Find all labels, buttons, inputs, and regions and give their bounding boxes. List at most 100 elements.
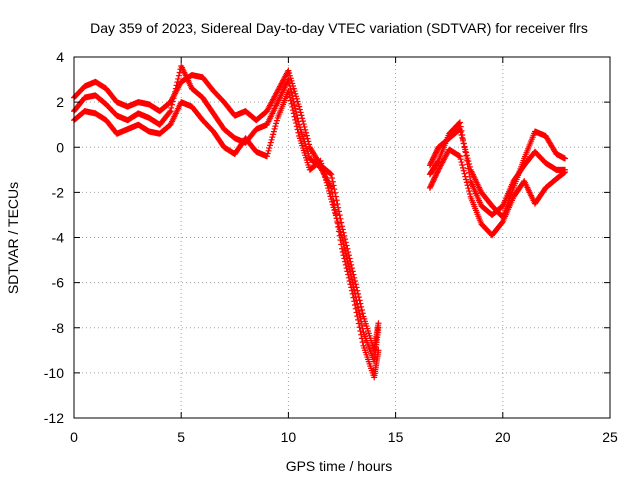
y-tick-label: -4 [52,230,65,246]
data-point [289,107,296,114]
data-point [285,76,292,83]
data-point [461,170,468,177]
data-point [272,123,279,130]
data-point [459,132,466,139]
data-point [460,140,467,147]
data-point [175,72,182,79]
data-point [359,310,366,317]
y-tick-label: -12 [44,410,64,426]
data-point [270,131,277,138]
x-tick-label: 20 [495,429,511,445]
y-tick-label: -8 [52,320,65,336]
data-point [323,179,330,186]
data-point [349,279,356,286]
data-point [266,145,273,152]
data-point [296,106,303,113]
data-point [466,188,473,195]
data-point [267,142,274,149]
data-point [334,200,341,207]
data-point [462,148,469,155]
data-point [297,109,304,116]
data-point [332,189,339,196]
data-point [168,104,175,111]
chart-title: Day 359 of 2023, Sidereal Day-to-day VTE… [90,20,588,36]
data-point [332,209,339,216]
series-track-b [71,63,382,381]
data-point [463,176,470,183]
data-point [462,173,469,180]
data-point [173,82,180,89]
data-point [348,276,355,283]
data-point [348,273,355,280]
data-point [335,223,342,230]
data-point [458,127,465,134]
x-tick-label: 25 [602,429,618,445]
data-point [353,297,360,304]
data-point [174,79,181,86]
data-point [167,108,174,115]
data-point [286,79,293,86]
data-point [456,153,463,160]
data-point [172,85,179,92]
data-point [325,187,332,194]
data-point [329,198,336,205]
data-point [331,207,338,214]
data-point [458,159,465,166]
data-point [342,247,349,254]
data-point [354,300,361,307]
data-point [273,117,280,124]
y-tick-label: 0 [56,139,64,155]
data-point [466,190,473,197]
x-tick-label: 5 [177,429,185,445]
data-point [357,315,364,322]
data-point [344,257,351,264]
data-point [303,132,310,139]
data-point [335,220,342,227]
data-point [345,260,352,267]
series-track-e [426,119,568,218]
data-point [294,126,301,133]
data-point [358,307,365,314]
data-point [287,97,294,104]
data-point [169,98,176,105]
data-point [290,110,297,117]
data-point [286,94,293,101]
data-point [269,134,276,141]
data-point [350,283,357,290]
data-point [465,165,472,172]
data-point [340,240,347,247]
data-point [352,290,359,297]
data-marks [71,63,568,381]
x-axis-label: GPS time / hours [286,458,393,474]
data-point [293,123,300,130]
data-point [289,103,296,110]
data-point [341,244,348,251]
data-point [288,100,295,107]
data-point [320,168,327,175]
data-point [273,120,280,127]
data-point [359,339,366,346]
data-point [459,164,466,171]
data-point [326,190,333,197]
data-point [334,218,341,225]
data-point [461,144,468,151]
data-point [347,269,354,276]
data-point [356,311,363,318]
data-point [337,229,344,236]
series-track-a [71,67,382,354]
data-point [338,231,345,238]
data-point [331,186,338,193]
data-point [264,150,271,157]
data-point [322,174,329,181]
data-point [359,325,366,332]
data-point [328,196,335,203]
data-point [346,266,353,273]
y-tick-label: -10 [44,365,64,381]
data-point [263,153,270,160]
data-point [343,253,350,260]
data-point [464,161,471,168]
data-point [270,128,277,135]
data-point [319,166,326,173]
x-tick-label: 10 [281,429,297,445]
